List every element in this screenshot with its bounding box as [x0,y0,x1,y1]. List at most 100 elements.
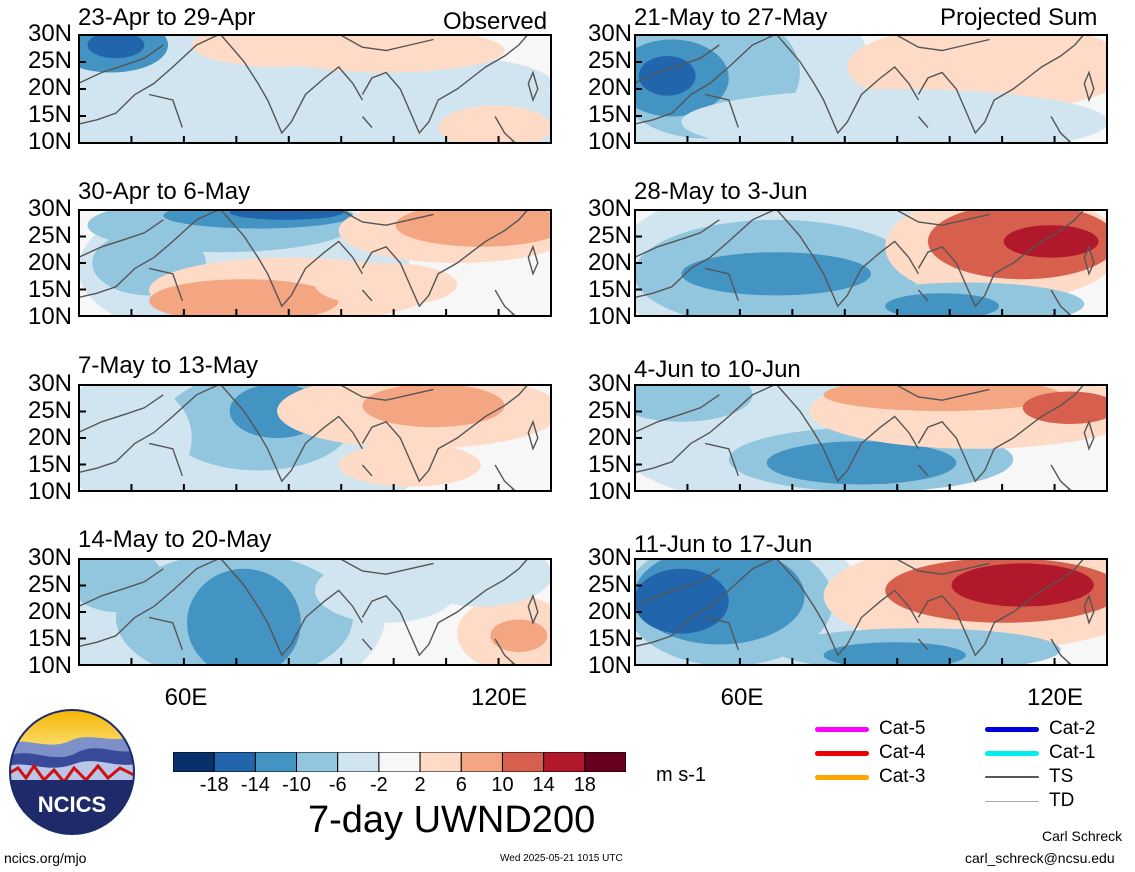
ncics-logo: NCICS [8,708,136,836]
contour-region [149,279,339,317]
coastline [775,558,920,657]
lat-label: 30N [27,195,72,222]
coastline [634,219,720,259]
lat-label: 25N [587,47,632,74]
coastline [527,244,539,276]
coastline [361,116,373,128]
colorbar-tick-label: -10 [282,774,311,796]
legend-swatch [985,726,1039,732]
coastline [361,464,373,477]
author-name: Carl Schreck [1042,828,1123,844]
contour-region [681,252,871,296]
legend-label: Cat-2 [1049,718,1096,739]
map-panel-1 [78,34,552,144]
colorbar-swatch [460,751,503,773]
lat-label: 30N [587,20,632,47]
map-panel-2 [78,209,552,317]
panel-title: 11-Jun to 17-Jun [634,531,813,558]
colorbar-tick-label: 2 [414,774,426,796]
coastline [704,267,739,302]
coastline [78,394,164,434]
contour-region [395,209,552,247]
coastline [338,209,434,226]
legend-swatch [985,776,1039,778]
coastline [361,558,529,657]
coastline [338,34,434,52]
lat-label: 15N [27,625,72,652]
coastline [361,209,529,308]
coastline [917,558,1085,657]
panel-tag-projected: Projected Sum [940,4,1098,31]
coastline [917,464,929,477]
coastline [917,638,929,651]
coastline [361,638,373,651]
figure-title: 7-day UWND200 [308,799,596,841]
lat-label: 10N [27,303,72,330]
author-email: carl_schreck@ncsu.edu [965,850,1115,866]
legend-label: TD [1049,790,1075,811]
coastline [894,34,990,52]
coastline [338,384,434,401]
map-canvas [78,209,552,317]
panel-tag-observed: Observed [443,8,548,35]
panel-title: 23-Apr to 29-Apr [78,4,256,31]
coastline [917,116,929,128]
legend-label: TS [1049,766,1074,787]
coastline [894,558,990,575]
panel-title: 28-May to 3-Jun [634,178,808,205]
contour-region [362,384,505,428]
map-canvas [78,384,552,492]
coastline [775,384,920,483]
colorbar-swatch [296,751,339,773]
logo-text: NCICS [38,792,106,817]
panel-title: 4-Jun to 10-Jun [634,356,801,383]
coastline [148,93,183,128]
lat-label: 10N [27,652,72,679]
contour-region [634,384,753,422]
coastline [78,34,221,125]
coastline [527,593,539,625]
lat-label: 25N [587,222,632,249]
colorbar-tick-label: -2 [370,774,388,796]
lat-label: 15N [587,276,632,303]
contour-region [823,642,966,666]
lat-label: 30N [27,370,72,397]
coastline [634,44,720,85]
lat-label: 20N [587,424,632,451]
colorbar-swatch [213,751,256,773]
lat-label: 15N [587,101,632,128]
lat-label: 25N [587,571,632,598]
map-panel-7 [634,384,1108,492]
map-canvas [634,384,1108,492]
contour-region [490,619,548,652]
coastline [361,289,373,302]
coastline [1083,244,1095,276]
legend-label: Cat-5 [879,718,926,739]
map-panel-3 [78,384,552,492]
map-panel-4 [78,558,552,666]
lat-label: 20N [587,74,632,101]
lat-label: 10N [587,478,632,505]
coastline [917,289,929,302]
site-url: ncics.org/mjo [4,850,87,866]
legend-label: Cat-1 [1049,742,1096,763]
contour-region [87,34,145,59]
lat-label: 15N [27,101,72,128]
coastline [148,442,183,477]
coastline [917,209,1085,308]
colorbar-swatch [419,751,462,773]
colorbar-tick-label: 14 [532,774,555,796]
lat-label: 20N [27,249,72,276]
lat-label: 20N [587,249,632,276]
contour-region [338,443,481,487]
map-canvas [78,558,552,666]
colorbar-swatch [543,751,586,773]
lat-label: 20N [587,598,632,625]
coastline [917,384,1085,483]
coastline [1083,593,1095,625]
coastline [361,384,529,483]
coastline [634,209,777,299]
contour-region [78,558,164,612]
contour-region [942,45,1085,100]
coastline [775,34,920,135]
